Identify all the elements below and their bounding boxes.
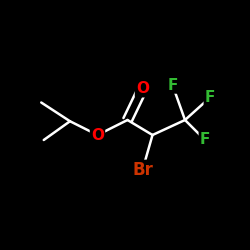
Text: F: F [167, 78, 178, 92]
Text: F: F [200, 132, 210, 148]
Text: F: F [205, 90, 215, 105]
Text: Br: Br [132, 161, 153, 179]
Text: O: O [91, 128, 104, 142]
Text: O: O [136, 81, 149, 96]
